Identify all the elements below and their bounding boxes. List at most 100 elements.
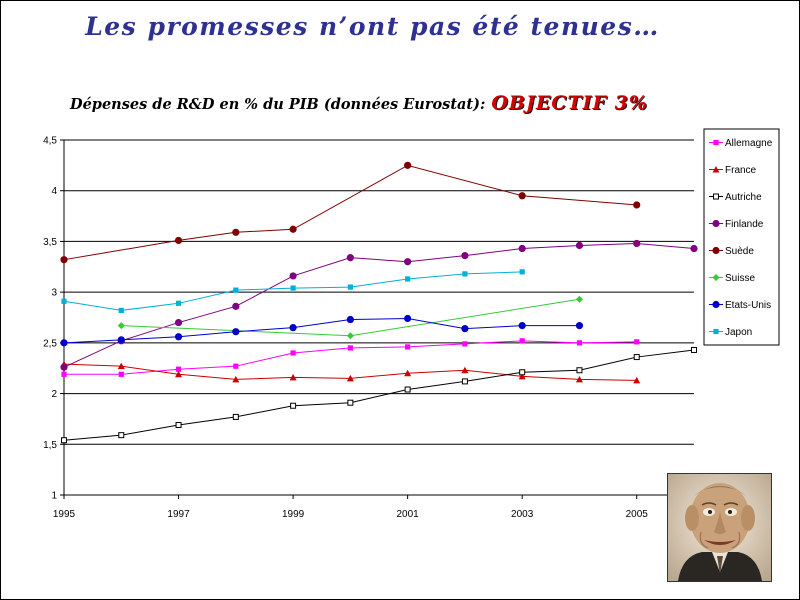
data-point-suede (518, 192, 526, 200)
data-point-suede (174, 236, 183, 245)
x-tick-label: 1999 (282, 509, 305, 520)
data-point-suede (289, 225, 297, 233)
data-point-autriche (175, 422, 182, 429)
data-point-japon (290, 285, 296, 291)
legend-marker-autriche (713, 193, 719, 200)
y-tick-label: 4 (51, 186, 57, 197)
data-point-france (404, 369, 412, 377)
legend-label-autriche: Autriche (725, 192, 762, 203)
data-point-allemagne (61, 371, 67, 377)
legend-label-finlande: Finlande (725, 219, 764, 230)
y-tick-label: 1,5 (43, 440, 57, 451)
data-point-france (346, 374, 354, 382)
x-tick-label: 2003 (511, 509, 534, 520)
data-point-suede (232, 228, 240, 236)
data-point-japon (61, 298, 67, 304)
data-point-finlande (346, 254, 354, 262)
legend-label-japon: Japon (725, 327, 752, 338)
data-point-france (461, 366, 469, 374)
data-point-finlande (404, 258, 412, 266)
x-tick-label: 1997 (167, 509, 190, 520)
data-point-allemagne (462, 341, 468, 347)
plot-area (64, 140, 694, 495)
data-point-autriche (576, 367, 583, 374)
data-point-japon (405, 276, 411, 282)
data-point-autriche (633, 354, 640, 361)
legend-marker-france (712, 166, 720, 173)
y-tick-label: 3 (51, 288, 57, 299)
data-point-france (575, 375, 583, 383)
y-tick-label: 2,5 (43, 338, 57, 349)
data-point-allemagne (576, 340, 583, 346)
data-point-finlande (174, 318, 183, 327)
legend-label-suisse: Suisse (725, 273, 755, 284)
legend-label-suede: Suède (725, 246, 754, 257)
data-point-allemagne (519, 338, 525, 344)
y-tick-label: 4,5 (43, 136, 57, 147)
data-point-finlande (60, 363, 68, 371)
goal-label: OBJECTIF 3% (491, 92, 648, 114)
data-point-autriche (61, 437, 67, 444)
data-point-autriche (232, 413, 239, 420)
data-point-allemagne (118, 371, 124, 377)
data-point-allemagne (405, 344, 411, 350)
data-point-japon (233, 287, 239, 293)
x-tick-label: 2005 (626, 509, 649, 520)
legend-label-france: France (725, 165, 757, 176)
data-point-suede (404, 161, 412, 169)
data-point-finlande (633, 239, 641, 248)
data-point-finlande (575, 241, 584, 250)
series-line-etats-unis (63, 318, 580, 344)
data-point-france (289, 373, 297, 381)
data-point-allemagne (175, 366, 182, 372)
data-point-etats-unis (404, 314, 412, 323)
data-point-allemagne (347, 345, 353, 351)
legend-marker-allemagne (713, 139, 719, 146)
legend-label-allemagne: Allemagne (725, 138, 773, 149)
data-point-japon (462, 271, 468, 277)
caricature-portrait-icon (667, 473, 772, 582)
data-point-etats-unis (289, 324, 297, 332)
data-point-etats-unis (346, 315, 354, 324)
data-point-finlande (518, 244, 526, 253)
data-point-etats-unis (518, 322, 526, 330)
data-point-france (232, 375, 240, 383)
data-point-japon (175, 300, 182, 306)
data-point-suisse (117, 322, 125, 330)
legend-marker-japon (713, 328, 719, 335)
data-point-suede (60, 256, 68, 264)
data-point-france (175, 370, 183, 378)
legend-marker-suede (712, 246, 720, 255)
data-point-autriche (461, 378, 468, 385)
legend-marker-finlande (712, 219, 720, 228)
data-point-autriche (404, 386, 411, 393)
data-point-etats-unis (117, 336, 125, 344)
data-point-etats-unis (461, 325, 469, 333)
data-point-allemagne (290, 350, 296, 356)
data-point-japon (118, 307, 124, 313)
data-point-finlande (461, 252, 469, 260)
data-point-autriche (691, 346, 697, 353)
y-tick-label: 3,5 (43, 237, 57, 248)
data-point-autriche (347, 399, 354, 406)
legend-marker-etats-unis (712, 300, 720, 309)
y-tick-label: 1 (51, 491, 57, 502)
data-point-france (633, 376, 641, 384)
data-point-autriche (290, 402, 297, 409)
data-point-japon (519, 269, 525, 275)
data-point-allemagne (634, 339, 640, 345)
data-point-etats-unis (174, 333, 183, 341)
data-point-etats-unis (232, 328, 240, 336)
data-point-autriche (519, 369, 526, 376)
data-point-suisse (575, 295, 583, 303)
slide-title: Les promesses n’ont pas été tenues… (85, 12, 660, 41)
data-point-finlande (232, 302, 240, 310)
series-line-autriche (63, 349, 695, 441)
y-tick-label: 2 (51, 389, 57, 400)
data-point-etats-unis (575, 322, 584, 330)
data-point-allemagne (233, 363, 239, 369)
legend-marker-suisse (712, 274, 720, 281)
data-point-france (117, 362, 125, 370)
data-point-finlande (289, 272, 297, 280)
